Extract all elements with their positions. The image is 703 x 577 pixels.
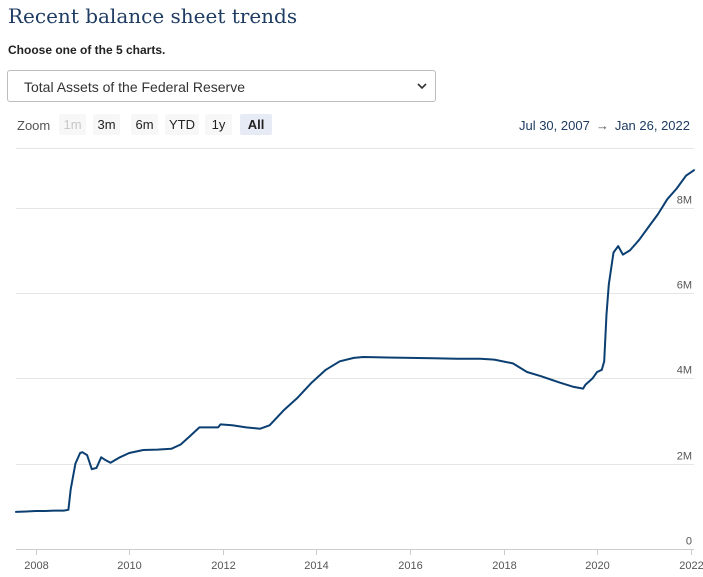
range-from[interactable]: Jul 30, 2007: [518, 118, 590, 133]
zoom-6m-button[interactable]: 6m: [131, 114, 158, 135]
zoom-1y-button[interactable]: 1y: [205, 114, 232, 135]
x-tick-label: 2020: [585, 560, 609, 572]
y-tick-label: 8M: [677, 195, 692, 207]
y-tick-label: 0: [686, 536, 692, 548]
y-tick-label: 2M: [677, 451, 692, 463]
x-tick-label: 2010: [117, 560, 141, 572]
zoom-1m-button[interactable]: 1m: [59, 114, 86, 135]
chart-select[interactable]: Total Assets of the Federal Reserve: [7, 70, 436, 102]
zoom-3m-button[interactable]: 3m: [93, 114, 120, 135]
y-tick-label: 6M: [677, 280, 692, 292]
chevron-down-icon: [417, 83, 427, 90]
chart-select-value: Total Assets of the Federal Reserve: [24, 79, 245, 95]
date-range: Jul 30, 2007 → Jan 26, 2022: [519, 118, 690, 133]
zoom-ytd-button[interactable]: YTD: [165, 114, 199, 135]
range-arrow: →: [595, 118, 609, 133]
x-tick-label: 2008: [24, 560, 48, 572]
page-title: Recent balance sheet trends: [8, 4, 298, 28]
range-to[interactable]: Jan 26, 2022: [614, 118, 690, 133]
series-line-total-assets: [15, 169, 695, 513]
x-tick-label: 2016: [398, 560, 422, 572]
x-tick-label: 2018: [492, 560, 516, 572]
y-tick-label: 4M: [677, 365, 692, 377]
zoom-all-button[interactable]: All: [240, 114, 272, 135]
zoom-label: Zoom: [17, 118, 51, 133]
chart-chooser-label: Choose one of the 5 charts.: [8, 43, 166, 57]
x-tick-label: 2022: [679, 560, 703, 572]
x-tick-label: 2014: [304, 560, 328, 572]
x-tick-label: 2012: [211, 560, 235, 572]
